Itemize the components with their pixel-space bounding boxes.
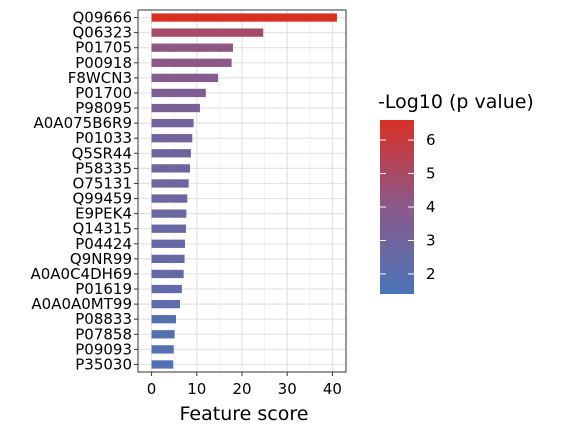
bar-p08833 — [151, 315, 176, 324]
y-tick-label: A0A075B6R9 — [34, 114, 133, 132]
bar-p98095 — [151, 103, 200, 113]
bar-q14315 — [151, 224, 186, 233]
bar-p09093 — [151, 345, 174, 354]
y-tick-label: Q09666 — [72, 9, 132, 27]
bar-f8wcn3 — [151, 73, 219, 83]
y-tick-label: A0A0A0MT99 — [31, 295, 132, 313]
y-tick-label: F8WCN3 — [68, 69, 132, 87]
y-tick-label: Q14315 — [72, 220, 132, 238]
x-tick-label: 30 — [278, 380, 297, 398]
bar-p01619 — [151, 284, 182, 294]
y-axis-labels: Q09666Q06323P01705P00918F8WCN3P01700P980… — [30, 9, 138, 373]
bar-p35030 — [151, 360, 174, 369]
y-tick-label: P58335 — [75, 159, 132, 177]
x-axis-title: Feature score — [180, 403, 309, 425]
bar-q9nr99 — [151, 254, 185, 264]
x-axis: 0 10 20 30 40 — [147, 372, 342, 398]
bar-p01705 — [151, 43, 233, 52]
y-tick-label: Q06323 — [72, 24, 132, 42]
legend-tick-label: 6 — [426, 131, 436, 149]
bar-p58335 — [151, 164, 190, 173]
bar-a0a0c4dh69 — [151, 269, 184, 279]
y-tick-label: E9PEK4 — [75, 205, 132, 223]
bar-q99459 — [151, 194, 188, 203]
bar-a0a075b6r9 — [151, 118, 194, 128]
legend-tick-label: 4 — [426, 198, 436, 216]
y-tick-label: Q99459 — [72, 190, 132, 208]
x-tick-label: 10 — [187, 380, 206, 398]
bar-p04424 — [151, 239, 186, 248]
bars-layer — [151, 13, 337, 369]
x-tick-label: 40 — [323, 380, 342, 398]
bar-p07858 — [151, 330, 175, 339]
bar-p00918 — [151, 58, 232, 67]
y-tick-label: P00918 — [75, 54, 132, 72]
bar-e9pek4 — [151, 209, 187, 218]
legend-tick-label: 5 — [426, 165, 436, 183]
y-tick-label: P01033 — [75, 129, 132, 147]
x-tick-label: 20 — [232, 380, 251, 398]
y-tick-label: O75131 — [72, 174, 132, 192]
y-tick-label: P09093 — [75, 340, 132, 358]
bar-o75131 — [151, 179, 189, 188]
y-tick-label: P08833 — [75, 310, 132, 328]
color-legend: -Log10 (p value) 2 3 4 5 6 — [378, 91, 534, 294]
y-tick-label: P07858 — [75, 325, 132, 343]
y-tick-label: P98095 — [75, 99, 132, 117]
legend-tick-label: 3 — [426, 231, 436, 249]
y-tick-label: Q9NR99 — [70, 250, 132, 268]
bar-p01033 — [151, 134, 193, 143]
y-tick-label: P01700 — [75, 84, 132, 102]
bar-q09666 — [151, 13, 337, 22]
bar-p01700 — [151, 88, 206, 98]
x-tick-label: 0 — [147, 380, 157, 398]
legend-title: -Log10 (p value) — [378, 91, 534, 113]
y-tick-label: P04424 — [75, 235, 132, 253]
legend-tick-label: 2 — [426, 265, 436, 283]
y-tick-label: P01619 — [75, 280, 132, 298]
y-tick-label: A0A0C4DH69 — [30, 265, 132, 283]
y-tick-label: P35030 — [75, 355, 132, 373]
y-tick-label: Q5SR44 — [72, 144, 132, 162]
bar-q06323 — [151, 28, 264, 37]
legend-ticks: 2 3 4 5 6 — [380, 131, 436, 283]
bar-q5sr44 — [151, 149, 191, 158]
y-tick-label: P01705 — [75, 39, 132, 57]
bar-a0a0a0mt99 — [151, 299, 181, 309]
